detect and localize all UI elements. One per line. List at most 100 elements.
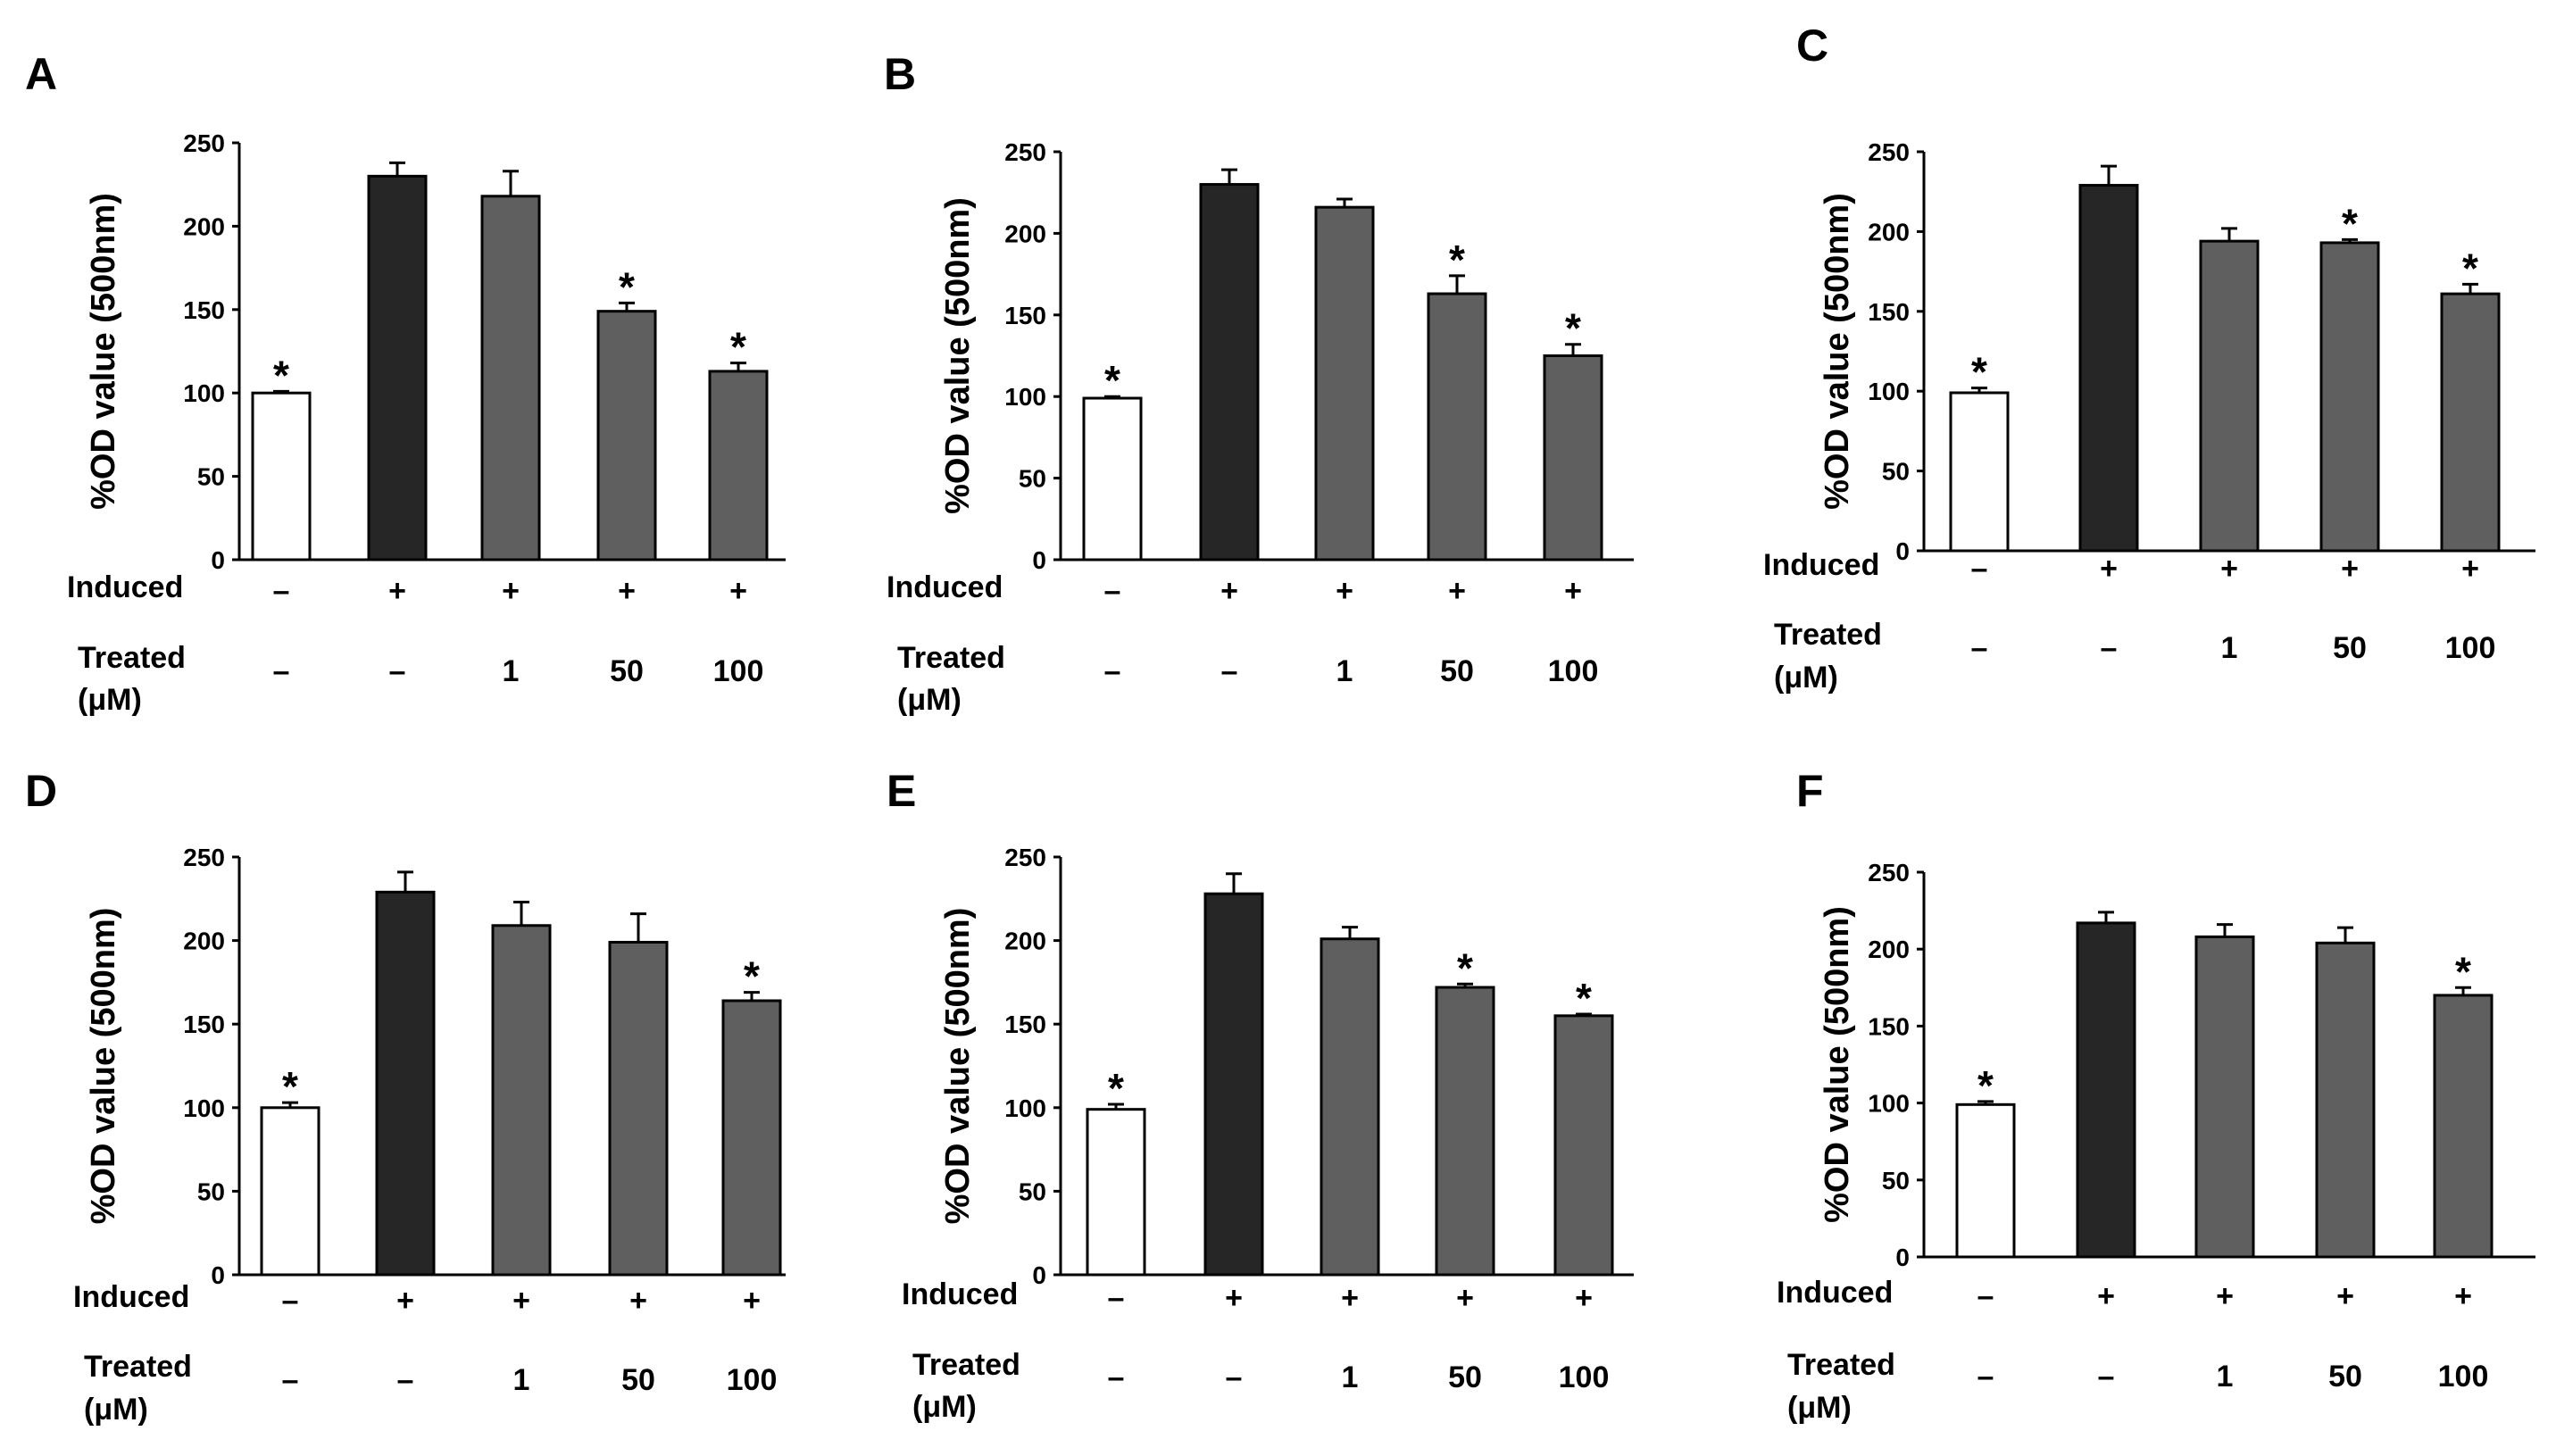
treated-value: 1 xyxy=(503,654,520,688)
y-axis-label: %OD value (500nm) xyxy=(939,908,977,1225)
treated-value: – xyxy=(1226,1360,1243,1394)
induced-row-label: Induced xyxy=(73,1280,189,1314)
significance-marker: * xyxy=(1108,1065,1124,1111)
induced-value: + xyxy=(729,574,747,608)
induced-value: + xyxy=(1220,574,1238,608)
treated-value: 1 xyxy=(1336,654,1353,688)
induced-row-label: Induced xyxy=(887,570,1003,604)
treated-value: – xyxy=(2101,631,2118,665)
significance-marker: * xyxy=(730,324,746,370)
treated-value: 50 xyxy=(1448,1360,1482,1394)
induced-value: + xyxy=(1225,1281,1243,1315)
treated-row-label: Treated xyxy=(78,641,186,675)
bar-control xyxy=(1086,1108,1146,1277)
treated-row-label: Treated xyxy=(1774,618,1882,652)
bar-induced xyxy=(375,890,436,1277)
treated-row-label: Treated xyxy=(1787,1348,1895,1382)
treated-value: 1 xyxy=(513,1363,530,1397)
treated-unit-label: (μM) xyxy=(897,683,962,717)
y-tick-label: 150 xyxy=(1004,1011,1046,1038)
bar-control xyxy=(1082,396,1143,562)
significance-marker: * xyxy=(2342,200,2358,246)
chart-panel-c: C%OD value (500nm)050100150200250*––+–+1… xyxy=(1763,21,2535,695)
induced-value: + xyxy=(2454,1279,2472,1313)
bar-50 xyxy=(608,940,669,1277)
significance-marker: * xyxy=(1104,357,1120,404)
treated-value: 50 xyxy=(610,654,644,688)
y-axis-label: %OD value (500nm) xyxy=(1819,193,1856,510)
bar-induced xyxy=(2078,184,2139,553)
induced-value: + xyxy=(1448,574,1466,608)
induced-value: + xyxy=(396,1284,414,1318)
bar-control xyxy=(1955,1102,2016,1259)
induced-row-label: Induced xyxy=(67,570,183,604)
bar-1 xyxy=(1314,205,1375,562)
treated-unit-label: (μM) xyxy=(1774,661,1838,695)
y-tick-label: 200 xyxy=(1868,218,1910,245)
treated-unit-label: (μM) xyxy=(84,1393,148,1427)
y-tick-label: 0 xyxy=(1032,1261,1046,1289)
y-tick-label: 200 xyxy=(1868,936,1910,963)
bar-1 xyxy=(2199,239,2260,553)
chart-panel-b: B%OD value (500nm)050100150200250*––+–+1… xyxy=(884,49,1634,717)
induced-value: – xyxy=(273,574,290,608)
treated-value: 50 xyxy=(621,1363,655,1397)
induced-value: + xyxy=(512,1284,530,1318)
bar-50 xyxy=(1435,986,1495,1277)
bar-100 xyxy=(2433,994,2494,1259)
bar-1 xyxy=(1320,937,1380,1277)
significance-marker: * xyxy=(2462,245,2478,291)
y-tick-label: 0 xyxy=(211,546,225,574)
bar-50 xyxy=(1427,292,1487,562)
significance-marker: * xyxy=(619,263,635,310)
induced-value: + xyxy=(618,574,636,608)
y-tick-label: 0 xyxy=(1895,537,1910,565)
y-tick-label: 150 xyxy=(183,1011,225,1038)
treated-unit-label: (μM) xyxy=(1787,1391,1852,1425)
y-tick-label: 150 xyxy=(1868,298,1910,326)
treated-value: – xyxy=(397,1363,414,1397)
significance-marker: * xyxy=(273,352,289,398)
treated-value: 100 xyxy=(2438,1360,2489,1394)
induced-value: – xyxy=(282,1284,299,1318)
bar-induced xyxy=(1203,892,1264,1277)
bar-50 xyxy=(2319,241,2380,553)
panel-letter: C xyxy=(1796,21,1828,71)
induced-value: + xyxy=(1341,1281,1359,1315)
induced-value: + xyxy=(2097,1279,2115,1313)
y-tick-label: 250 xyxy=(183,129,225,157)
y-axis-label: %OD value (500nm) xyxy=(1819,906,1856,1223)
significance-marker: * xyxy=(282,1063,298,1110)
induced-row-label: Induced xyxy=(1763,548,1879,582)
y-tick-label: 100 xyxy=(183,1094,225,1122)
y-tick-label: 100 xyxy=(1004,383,1046,411)
y-tick-label: 50 xyxy=(1019,465,1046,493)
treated-unit-label: (μM) xyxy=(78,683,142,717)
chart-panel-d: D%OD value (500nm)050100150200250*––+–+1… xyxy=(25,766,786,1427)
significance-marker: * xyxy=(1576,975,1592,1021)
treated-value: 50 xyxy=(1440,654,1474,688)
treated-value: – xyxy=(2098,1360,2115,1394)
induced-value: + xyxy=(388,574,406,608)
bar-induced xyxy=(1199,183,1260,562)
y-axis-label: %OD value (500nm) xyxy=(939,197,977,514)
bar-control xyxy=(251,391,312,562)
y-tick-label: 0 xyxy=(1895,1244,1910,1271)
induced-value: + xyxy=(2336,1279,2354,1313)
panel-letter: B xyxy=(884,49,916,99)
treated-value: 1 xyxy=(1342,1360,1359,1394)
y-tick-label: 250 xyxy=(1868,859,1910,886)
panel-letter: A xyxy=(25,49,57,99)
y-tick-label: 0 xyxy=(211,1261,225,1289)
y-tick-label: 50 xyxy=(1882,458,1910,486)
treated-row-label: Treated xyxy=(84,1350,192,1384)
treated-value: 100 xyxy=(1559,1360,1610,1394)
y-tick-label: 250 xyxy=(1004,844,1046,871)
treated-value: 50 xyxy=(2328,1360,2362,1394)
treated-value: 100 xyxy=(2445,631,2496,665)
y-tick-label: 200 xyxy=(1004,928,1046,955)
y-tick-label: 150 xyxy=(1004,302,1046,329)
treated-value: – xyxy=(1971,631,1988,665)
bar-induced xyxy=(367,174,428,562)
